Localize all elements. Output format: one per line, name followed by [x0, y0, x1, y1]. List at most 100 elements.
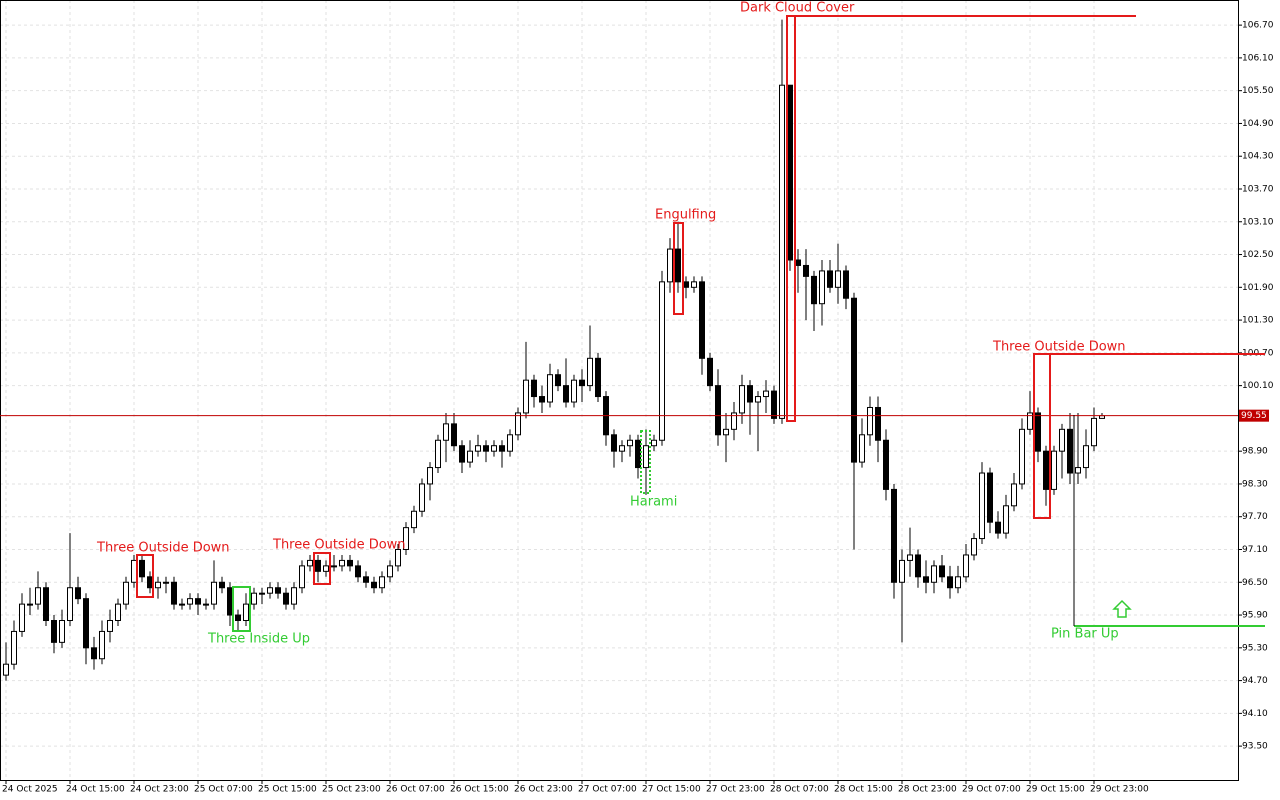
x-tick-label: 24 Oct 2025 [2, 785, 58, 795]
pattern-box [313, 552, 331, 585]
candle-body [259, 592, 265, 595]
pattern-box [1033, 353, 1051, 519]
last-price-box [1239, 409, 1269, 422]
y-tick-label: 95.90 [1242, 611, 1268, 621]
candle-body [179, 603, 185, 606]
candle-body [491, 445, 497, 452]
candle-body [531, 379, 537, 398]
candle-body [91, 647, 97, 660]
candle-body [235, 614, 241, 622]
y-tick-label: 94.70 [1242, 676, 1268, 686]
candle-body [843, 270, 849, 299]
candle-body [987, 472, 993, 523]
candle-body [427, 467, 433, 485]
candle-body [547, 374, 553, 403]
candle-body [635, 439, 641, 469]
x-tick-label: 29 Oct 07:00 [962, 785, 1021, 795]
candle-body [75, 587, 81, 600]
candle-body [651, 439, 657, 447]
candle-body [187, 598, 193, 605]
candle-body [467, 450, 473, 463]
candle-body [211, 581, 217, 605]
candle-body [539, 396, 545, 403]
x-tick-label: 25 Oct 15:00 [258, 785, 317, 795]
y-tick-label: 93.50 [1242, 742, 1268, 752]
candle-body [643, 445, 649, 469]
x-tick-label: 27 Oct 07:00 [578, 785, 637, 795]
candle-body [443, 423, 449, 441]
candle-body [411, 510, 417, 529]
candle-body [955, 576, 961, 589]
y-tick-label: 97.10 [1242, 545, 1268, 555]
candle-body [939, 565, 945, 578]
candle-body [899, 559, 905, 583]
candle-body [355, 565, 361, 578]
candle-body [747, 385, 753, 403]
candle-body [11, 630, 17, 665]
pattern-box [136, 554, 154, 598]
candle-body [1059, 428, 1065, 452]
candle-body [27, 603, 33, 606]
y-tick-label: 96.50 [1242, 578, 1268, 588]
candle-body [363, 576, 369, 583]
y-tick-label: 104.90 [1242, 119, 1274, 129]
candle-body [979, 472, 985, 540]
candle-body [859, 434, 865, 463]
candle-body [587, 357, 593, 387]
y-tick-label: 103.70 [1242, 184, 1274, 194]
candle-body [571, 379, 577, 403]
candle-body [795, 259, 801, 266]
pattern-label: Three Outside Down [992, 340, 1126, 355]
candle-body [707, 357, 713, 387]
x-tick-label: 28 Oct 23:00 [898, 785, 957, 795]
candle-body [907, 554, 913, 561]
candle-body [819, 270, 825, 305]
candle-body [267, 587, 273, 594]
candle-body [403, 527, 409, 550]
candle-body [875, 406, 881, 441]
candle-body [51, 620, 57, 643]
candle-body [555, 374, 561, 387]
x-tick-label: 28 Oct 15:00 [834, 785, 893, 795]
candle-body [731, 412, 737, 430]
candle-body [163, 581, 169, 584]
candle-body [1051, 450, 1057, 490]
candle-body [811, 275, 817, 305]
candle-body [299, 565, 305, 589]
candle-body [1043, 450, 1049, 490]
candle-body [947, 576, 953, 589]
plot [3, 19, 1105, 681]
candle-body [579, 379, 585, 387]
candle-body [715, 385, 721, 436]
y-tick-label: 103.10 [1242, 217, 1274, 227]
candle-body [307, 559, 313, 567]
candle-body [923, 576, 929, 583]
pattern-box [232, 586, 251, 632]
y-tick-label: 98.90 [1242, 447, 1268, 457]
x-tick-label: 26 Oct 07:00 [386, 785, 445, 795]
candle-body [19, 603, 25, 632]
candle-body [691, 281, 697, 288]
candle-body [475, 445, 481, 452]
candle-body [315, 559, 321, 572]
candle-body [323, 565, 329, 572]
candle-body [619, 445, 625, 452]
candle-body [771, 390, 777, 419]
candle-body [283, 592, 289, 605]
y-tick-label: 97.70 [1242, 512, 1268, 522]
pattern-label: Dark Cloud Cover [740, 1, 855, 16]
candle-body [243, 603, 249, 622]
candle-body [3, 663, 9, 676]
y-tick-label: 101.30 [1242, 316, 1274, 326]
y-tick-label: 104.30 [1242, 152, 1274, 162]
pattern-label: Three Outside Down [96, 541, 230, 556]
candle-body [419, 483, 425, 512]
candle-body [915, 554, 921, 578]
candle-body [507, 434, 513, 452]
candle-body [995, 521, 1001, 534]
candle-body [595, 357, 601, 398]
candle-body [755, 396, 761, 403]
